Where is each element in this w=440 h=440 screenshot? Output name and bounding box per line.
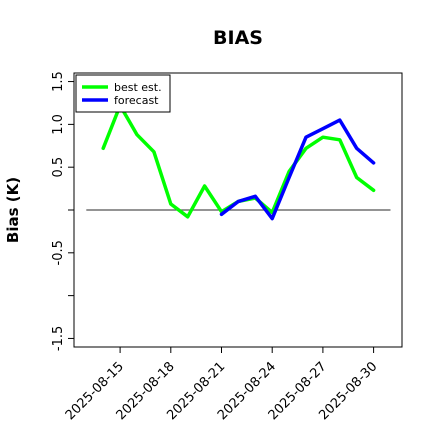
legend-box	[75, 74, 171, 113]
y-tick-label: -0.5	[51, 240, 66, 265]
y-tick-label: -1.5	[51, 326, 66, 351]
chart-title: BIAS	[213, 27, 263, 49]
series-line-forecast	[219, 118, 376, 221]
y-axis-label: Bias (K)	[4, 177, 22, 243]
y-tick-label: 1.5	[51, 71, 66, 92]
y-tick-label: 0.5	[51, 157, 66, 178]
plot-area: 1.51.00.5-0.5-1.52025-08-152025-08-18202…	[51, 71, 403, 423]
legend-label: forecast	[114, 94, 159, 107]
y-tick-label: 1.0	[51, 114, 66, 135]
legend-label: best est.	[114, 81, 162, 94]
